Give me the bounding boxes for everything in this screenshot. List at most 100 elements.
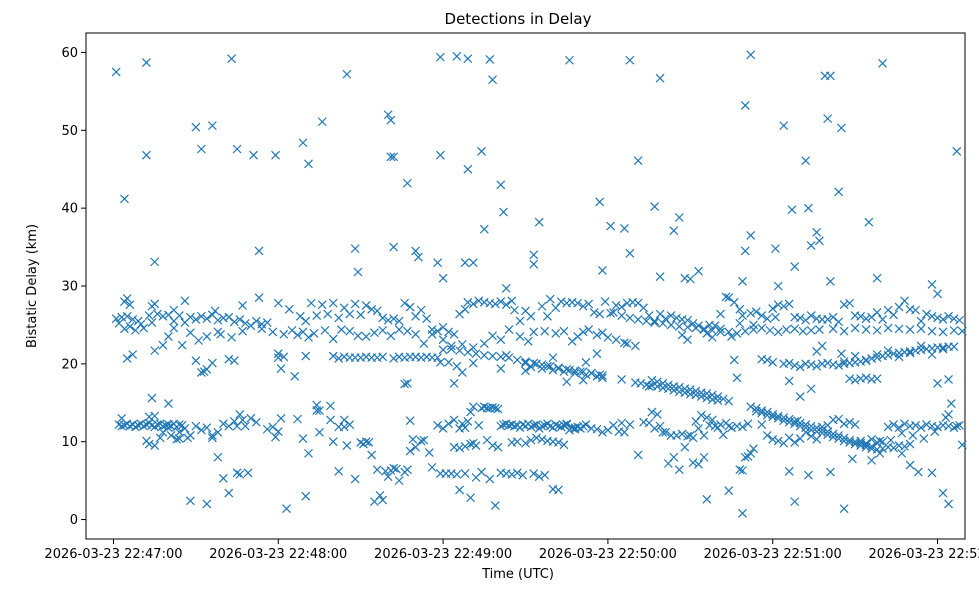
- data-point: [496, 352, 506, 362]
- data-point: [301, 491, 311, 501]
- data-point: [839, 436, 849, 446]
- data-point: [452, 51, 462, 61]
- data-point: [240, 421, 250, 431]
- data-point: [850, 375, 860, 385]
- data-point: [353, 331, 363, 341]
- data-point: [342, 441, 352, 451]
- data-point: [875, 436, 885, 446]
- data-point: [551, 420, 561, 429]
- data-point: [328, 298, 338, 308]
- data-point: [254, 246, 264, 256]
- data-point: [655, 73, 665, 83]
- data-point: [523, 336, 533, 346]
- data-point: [630, 341, 640, 351]
- data-point: [663, 384, 673, 394]
- data-point: [713, 396, 723, 405]
- data-point: [526, 311, 536, 321]
- data-point: [738, 311, 747, 321]
- data-point: [716, 309, 725, 319]
- data-point: [496, 421, 506, 431]
- data-point: [449, 329, 459, 339]
- data-point: [894, 324, 904, 334]
- data-point: [545, 361, 555, 371]
- data-point: [529, 250, 539, 260]
- data-point: [460, 258, 470, 268]
- data-point: [457, 339, 467, 349]
- data-point: [913, 467, 923, 477]
- data-point: [658, 318, 668, 328]
- data-point: [490, 299, 500, 309]
- data-point: [861, 356, 871, 366]
- data-point: [938, 327, 948, 337]
- data-point: [688, 458, 698, 468]
- data-point: [532, 420, 541, 429]
- data-point: [927, 326, 937, 336]
- data-point: [597, 266, 607, 275]
- data-point: [543, 311, 552, 321]
- data-point: [243, 468, 253, 478]
- data-point: [125, 322, 135, 331]
- data-point: [861, 438, 871, 448]
- data-point: [944, 410, 953, 419]
- data-point: [235, 469, 245, 479]
- data-point: [894, 352, 904, 362]
- data-point: [416, 436, 426, 446]
- data-point: [449, 442, 459, 452]
- data-point: [271, 432, 280, 442]
- data-point: [878, 315, 888, 324]
- data-point: [683, 315, 692, 325]
- data-point: [707, 332, 717, 342]
- data-point: [507, 469, 517, 479]
- data-point: [949, 325, 959, 335]
- data-point: [773, 413, 783, 423]
- data-point: [570, 423, 580, 433]
- data-point: [163, 332, 173, 342]
- data-point: [565, 365, 574, 375]
- data-point: [944, 374, 953, 384]
- data-point: [479, 224, 489, 234]
- data-point: [444, 419, 454, 429]
- data-point: [878, 58, 888, 68]
- data-point: [279, 352, 289, 362]
- y-tick-label: 30: [61, 280, 78, 295]
- data-point: [556, 297, 566, 306]
- data-point: [933, 378, 942, 388]
- data-point: [268, 327, 278, 337]
- data-point: [823, 358, 833, 368]
- data-point: [845, 298, 855, 308]
- data-point: [372, 306, 382, 316]
- data-point: [922, 309, 931, 319]
- data-point: [672, 431, 682, 440]
- data-point: [488, 441, 497, 451]
- data-point: [608, 308, 618, 317]
- data-point: [466, 407, 475, 417]
- data-point: [724, 396, 734, 406]
- data-point: [782, 325, 791, 335]
- data-point: [696, 410, 706, 420]
- data-point: [606, 308, 616, 318]
- y-tick-label: 60: [61, 46, 78, 61]
- data-point: [699, 431, 709, 440]
- data-point: [757, 311, 767, 321]
- x-axis-title: Time (UTC): [481, 567, 554, 582]
- data-point: [674, 465, 684, 475]
- data-point: [738, 422, 747, 432]
- data-point: [749, 320, 758, 330]
- data-point: [825, 276, 835, 286]
- y-tick-label: 10: [61, 435, 78, 450]
- data-point: [446, 341, 456, 351]
- data-point: [131, 422, 140, 432]
- data-point: [559, 367, 569, 377]
- data-point: [694, 459, 703, 469]
- data-point: [559, 440, 569, 450]
- data-point: [812, 361, 822, 371]
- x-tick-label: 2026-03-23 22:52:00: [868, 547, 979, 562]
- data-point: [496, 297, 506, 306]
- y-axis: 0 10 20 30 40 50 60: [61, 46, 86, 528]
- data-point: [949, 342, 959, 352]
- data-point: [419, 435, 429, 445]
- data-point: [702, 494, 712, 504]
- data-point: [345, 420, 355, 429]
- data-point: [122, 353, 132, 363]
- data-point: [806, 360, 816, 370]
